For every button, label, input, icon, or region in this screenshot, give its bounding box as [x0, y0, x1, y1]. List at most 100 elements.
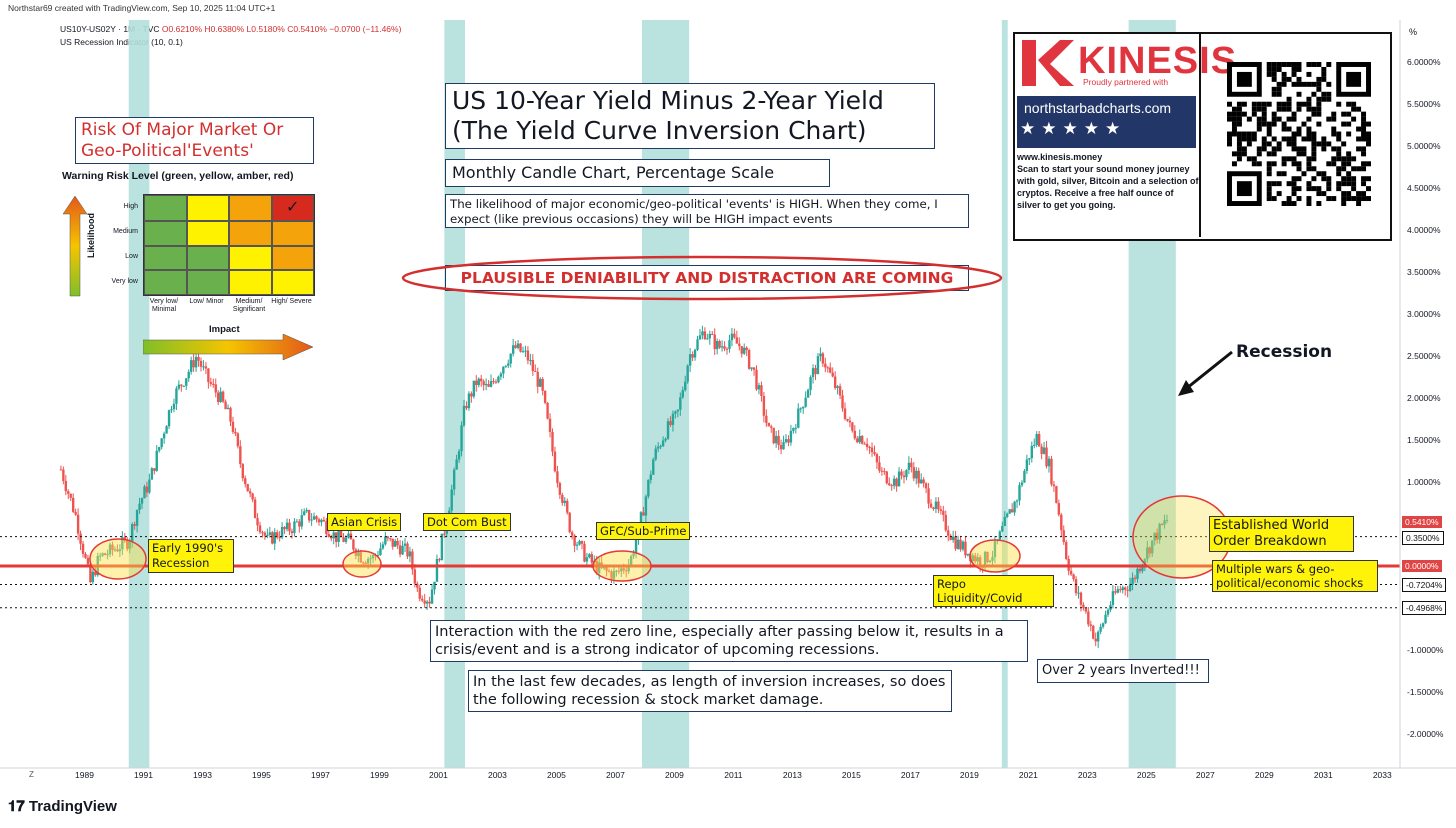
- candle-body-324: [856, 438, 859, 443]
- plausible-banner: PLAUSIBLE DENIABILITY AND DISTRACTION AR…: [445, 265, 969, 291]
- risk-col-label-2: Medium/ Significant: [232, 298, 266, 313]
- candle-body-178: [497, 376, 500, 383]
- candle-body-406: [1057, 503, 1061, 515]
- candle-body-258: [693, 349, 697, 358]
- candle-body-267: [715, 341, 719, 350]
- candle-body-69: [229, 407, 232, 422]
- candle-body-354: [929, 503, 933, 508]
- candle-body-176: [492, 381, 495, 383]
- candle-body-72: [236, 433, 240, 447]
- candle-body-140: [403, 543, 407, 546]
- candle-body-117: [347, 533, 350, 538]
- author-credit: Northstar69 created with TradingView.com…: [8, 3, 276, 13]
- over-2-years-note: Over 2 years Inverted!!!: [1037, 659, 1209, 683]
- interaction-note: Interaction with the red zero line, espe…: [430, 620, 1028, 662]
- risk-cell-2-0: [144, 245, 187, 271]
- northstar-banner[interactable]: [1017, 96, 1196, 148]
- candle-body-196: [541, 378, 544, 391]
- candle-body-367: [961, 541, 965, 550]
- candle-body-92: [285, 522, 289, 530]
- rating-stars-icon: ★★★★★: [1020, 119, 1127, 138]
- candle-body-191: [529, 360, 532, 362]
- candle-body-441: [1143, 559, 1147, 565]
- likelihood-note: The likelihood of major economic/geo-pol…: [445, 194, 969, 228]
- candle-body-94: [290, 531, 294, 534]
- title-line-2: (The Yield Curve Inversion Chart): [452, 116, 867, 145]
- candle-body-155: [440, 533, 444, 561]
- candle-body-181: [504, 365, 507, 367]
- candle-body-165: [465, 405, 468, 409]
- price-tag-zero: 0.0000%: [1402, 560, 1442, 572]
- candle-body-142: [408, 551, 412, 557]
- candle-body-208: [570, 532, 574, 536]
- candle-body-402: [1047, 458, 1051, 467]
- risk-cell-3-2: [229, 270, 272, 295]
- candle-body-293: [779, 445, 783, 450]
- candle-body-279: [745, 347, 748, 351]
- candle-body-216: [590, 554, 594, 563]
- sponsor-text: www.kinesis.money Scan to start your sou…: [1017, 151, 1199, 211]
- candle-body-398: [1037, 433, 1041, 447]
- candle-body-419: [1089, 624, 1092, 626]
- candle-body-204: [561, 494, 564, 503]
- candle-body-199: [548, 418, 552, 432]
- candle-body-138: [398, 545, 402, 555]
- candle-body-221: [602, 567, 606, 569]
- label-asian-crisis: Asian Crisis: [327, 513, 402, 531]
- candle-body-27: [126, 539, 129, 549]
- candle-body-359: [942, 510, 945, 515]
- candle-body-356: [934, 501, 938, 509]
- label-multiple-wars: Multiple wars & geo-political/economic s…: [1212, 560, 1378, 592]
- candle-body-36: [148, 479, 151, 493]
- kinesis-logo-icon: [1022, 40, 1074, 86]
- candle-body-444: [1151, 540, 1154, 554]
- y-tick-label-4: 4.0000%: [1407, 225, 1441, 235]
- candle-body-387: [1010, 509, 1014, 513]
- qr-code-icon[interactable]: [1227, 62, 1371, 206]
- candle-body-347: [912, 467, 916, 479]
- x-tick-label-3: 1995: [252, 770, 271, 780]
- candle-body-179: [499, 373, 503, 377]
- candle-body-29: [130, 524, 134, 542]
- candle-body-297: [789, 430, 793, 443]
- candle-body-247: [666, 421, 670, 439]
- candle-body-234: [634, 539, 638, 554]
- candle-body-437: [1133, 577, 1137, 579]
- x-tick-label-13: 2015: [842, 770, 861, 780]
- candle-body-186: [516, 343, 520, 348]
- candle-body-141: [406, 543, 409, 557]
- z-button[interactable]: Z: [29, 770, 34, 779]
- x-tick-label-11: 2011: [724, 770, 743, 780]
- candle-body-241: [652, 459, 655, 475]
- candle-body-260: [698, 335, 702, 340]
- candle-body-253: [681, 390, 684, 398]
- candle-body-33: [140, 498, 144, 504]
- x-tick-label-8: 2005: [547, 770, 566, 780]
- candle-body-391: [1020, 482, 1024, 486]
- chart-subtitle: Monthly Candle Chart, Percentage Scale: [445, 159, 830, 187]
- risk-cell-2-2: [229, 245, 272, 271]
- candle-body-405: [1055, 486, 1058, 504]
- candle-body-383: [1001, 526, 1004, 532]
- candle-body-353: [927, 488, 930, 504]
- sponsor-url[interactable]: www.kinesis.money: [1017, 152, 1103, 162]
- ohlc-high: H0.6380%: [204, 24, 245, 34]
- candle-body-280: [747, 350, 751, 369]
- candle-body-2: [64, 480, 68, 492]
- candle-body-150: [428, 601, 431, 604]
- candle-body-184: [511, 345, 515, 354]
- candle-body-304: [806, 389, 810, 398]
- candle-body-326: [860, 436, 864, 444]
- candle-body-25: [121, 537, 124, 550]
- candle-body-108: [325, 521, 328, 535]
- y-tick-label-6: 3.0000%: [1407, 309, 1441, 319]
- candle-body-43: [165, 426, 168, 434]
- candle-body-338: [890, 485, 893, 487]
- x-tick-label-1: 1991: [134, 770, 153, 780]
- x-tick-label-12: 2013: [783, 770, 802, 780]
- candle-body-88: [276, 532, 279, 538]
- y-tick-label-0: 6.0000%: [1407, 57, 1441, 67]
- candle-body-268: [718, 341, 721, 348]
- candle-body-414: [1077, 592, 1080, 594]
- risk-row-label-0: High: [123, 203, 138, 210]
